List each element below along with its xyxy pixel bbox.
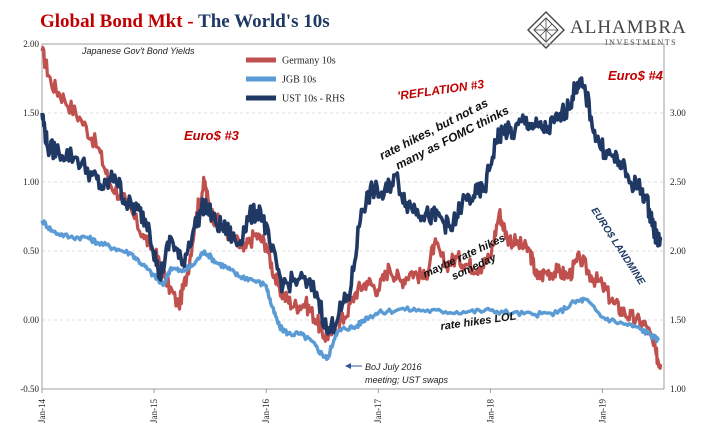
brand-sub: INVESTMENTS	[605, 38, 677, 47]
annotation-reflation: 'REFLATION #3	[396, 77, 485, 103]
left-tick-label: 2.00	[23, 39, 39, 49]
legend-label: JGB 10s	[282, 75, 316, 86]
boj-arrow-icon	[345, 363, 351, 369]
x-tick-label: Jan-19	[597, 399, 607, 423]
alhambra-logo: ALHAMBRA INVESTMENTS	[527, 11, 687, 49]
series-line-0	[40, 45, 663, 370]
right-tick-label: 2.00	[670, 246, 686, 256]
left-tick-label: 1.50	[23, 108, 39, 118]
title-separator: -	[183, 11, 198, 32]
annotation-euro3: Euro$ #3	[184, 128, 240, 143]
legend-label: Germany 10s	[282, 56, 336, 67]
x-tick-label: Jan-15	[149, 399, 159, 423]
brand-name: ALHAMBRA	[570, 17, 687, 38]
annotation-boj-line2: meeting; UST swaps	[365, 375, 449, 385]
legend: Germany 10s JGB 10s UST 10s - RHS	[246, 56, 345, 105]
x-tick-label: Jan-14	[37, 399, 47, 423]
right-tick-label: 1.50	[670, 315, 686, 325]
right-tick-label: 3.00	[670, 108, 686, 118]
x-tick-label: Jan-18	[485, 399, 495, 423]
title-sub: The World's 10s	[198, 11, 330, 32]
left-tick-label: -0.50	[20, 384, 39, 394]
plot-frame	[41, 43, 665, 390]
plot-subtitle: Japanese Gov't Bond Yields	[81, 46, 195, 56]
annotation-euro4: Euro$ #4	[608, 68, 664, 83]
series-layer	[40, 45, 663, 370]
left-axis: -0.50 0.00 0.50 1.00 1.50 2.00	[20, 39, 39, 394]
series-line-2	[40, 76, 663, 336]
x-tick-label: Jan-16	[261, 399, 271, 423]
right-axis: 1.00 1.50 2.00 2.50 3.00	[670, 108, 686, 394]
left-tick-label: 0.00	[23, 315, 39, 325]
logo-mark-icon	[527, 11, 565, 49]
x-tick-label: Jan-17	[373, 399, 383, 423]
left-tick-label: 1.00	[23, 177, 39, 187]
x-axis: Jan-14 Jan-15 Jan-16 Jan-17 Jan-18 Jan-19	[37, 389, 607, 423]
legend-label: UST 10s - RHS	[282, 94, 345, 105]
annotation-boj-line1: BoJ July 2016	[365, 362, 422, 372]
left-tick-label: 0.50	[23, 246, 39, 256]
series-line-1	[40, 219, 661, 361]
right-tick-label: 2.50	[670, 177, 686, 187]
chart-title: Global Bond Mkt - The World's 10s	[40, 11, 330, 32]
right-tick-label: 1.00	[670, 384, 686, 394]
title-main: Global Bond Mkt	[40, 11, 183, 32]
